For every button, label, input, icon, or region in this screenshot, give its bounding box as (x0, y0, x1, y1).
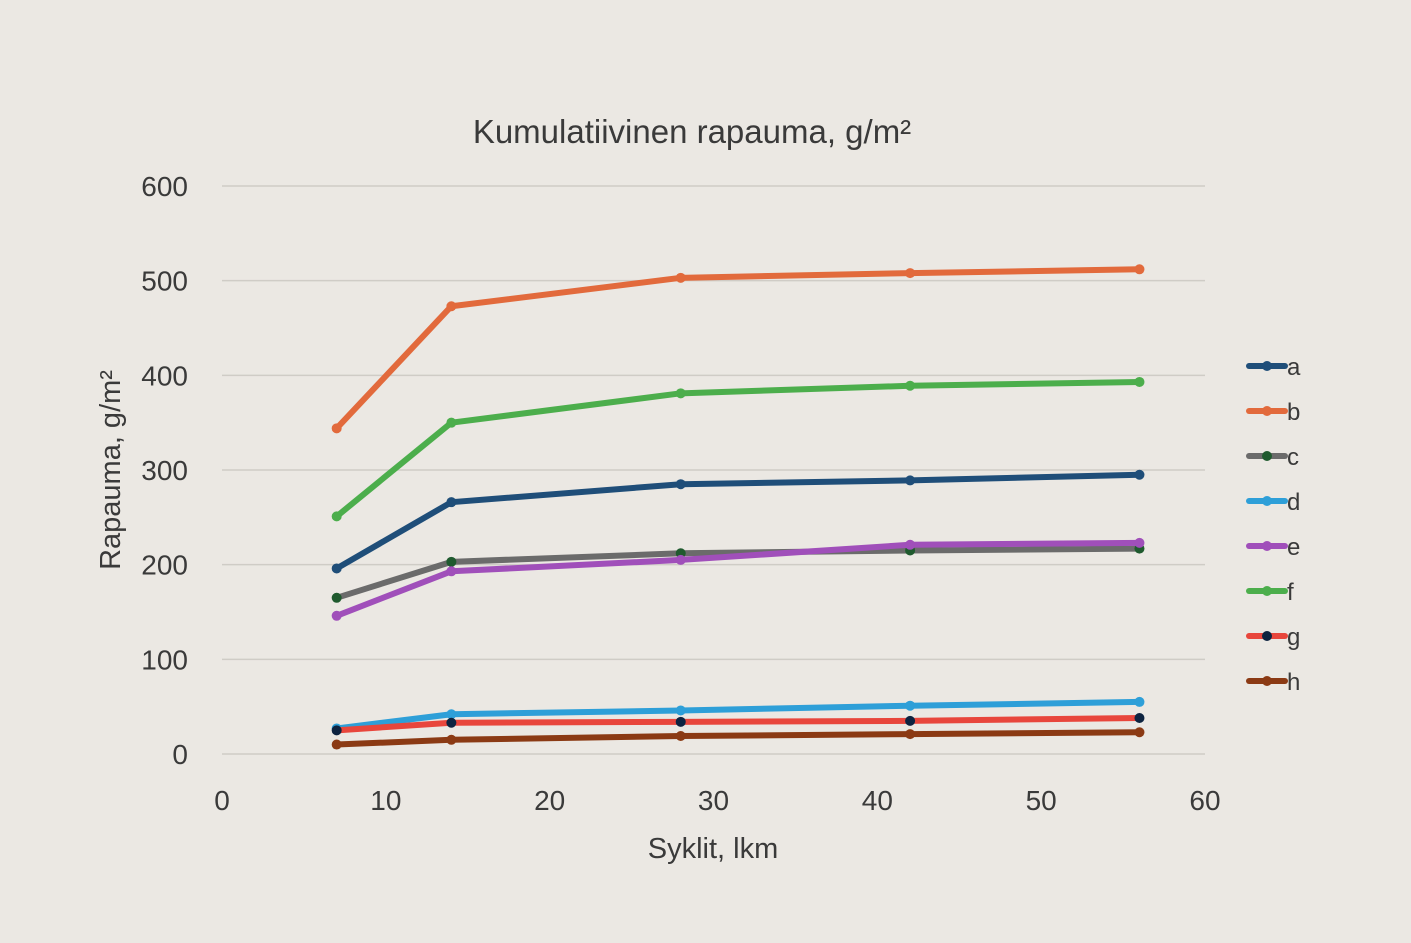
legend-marker (1262, 541, 1272, 551)
legend-label: d (1287, 489, 1300, 516)
y-tick-label: 0 (172, 739, 188, 770)
data-point-g (1134, 713, 1145, 724)
legend-label: e (1287, 534, 1300, 561)
data-point-h (331, 739, 342, 750)
legend-item-g: g (1246, 624, 1300, 651)
data-point-e (1134, 537, 1145, 548)
data-point-e (331, 610, 342, 621)
series-e (331, 537, 1145, 621)
data-point-g (905, 715, 916, 726)
data-point-b (446, 301, 457, 312)
data-point-e (446, 566, 457, 577)
data-point-e (675, 554, 686, 565)
legend-item-f: f (1246, 579, 1294, 606)
data-point-f (446, 417, 457, 428)
x-tick-label: 30 (698, 785, 729, 816)
series-f (331, 376, 1145, 522)
legend-marker (1262, 406, 1272, 416)
x-tick-label: 0 (214, 785, 230, 816)
legend-item-d: d (1246, 489, 1300, 516)
data-point-a (675, 479, 686, 490)
y-axis-label: Rapauma, g/m² (95, 370, 127, 570)
data-point-c (446, 556, 457, 567)
data-point-h (1134, 727, 1145, 738)
x-tick-label: 10 (370, 785, 401, 816)
data-point-a (1134, 469, 1145, 480)
series-d (331, 696, 1145, 734)
series-b (331, 264, 1145, 434)
series-line-h (333, 729, 1143, 748)
x-tick-label: 50 (1026, 785, 1057, 816)
legend-marker (1262, 361, 1272, 371)
x-axis-tick-labels: 0 10 20 30 40 50 60 (214, 785, 1220, 816)
data-point-h (905, 729, 916, 740)
legend-item-a: a (1246, 354, 1301, 381)
data-point-d (675, 705, 686, 716)
data-point-b (1134, 264, 1145, 275)
series-line-b (333, 266, 1143, 432)
legend-label: c (1287, 444, 1299, 471)
data-point-a (446, 497, 457, 508)
data-point-d (1134, 696, 1145, 707)
legend-marker (1262, 496, 1272, 506)
y-tick-label: 500 (141, 266, 188, 297)
legend-label: h (1287, 669, 1300, 696)
series-line-f (333, 378, 1143, 520)
data-point-g (446, 717, 457, 728)
data-point-g (675, 716, 686, 727)
data-point-a (331, 563, 342, 574)
data-point-f (1134, 376, 1145, 387)
legend-label: f (1287, 579, 1294, 606)
legend-marker (1262, 451, 1272, 461)
series-g (331, 713, 1145, 736)
y-tick-label: 600 (141, 171, 188, 202)
data-point-e (905, 539, 916, 550)
series-line-e (333, 539, 1143, 619)
legend-item-e: e (1246, 534, 1300, 561)
legend-label: b (1287, 399, 1300, 426)
x-tick-label: 20 (534, 785, 565, 816)
data-point-f (331, 511, 342, 522)
y-tick-label: 100 (141, 644, 188, 675)
legend-item-b: b (1246, 399, 1300, 426)
data-point-h (675, 731, 686, 742)
y-tick-label: 300 (141, 455, 188, 486)
data-point-g (331, 725, 342, 736)
data-point-d (905, 700, 916, 711)
data-point-f (675, 388, 686, 399)
data-point-b (905, 268, 916, 279)
x-axis-label: Syklit, lkm (648, 833, 779, 865)
legend-marker (1262, 586, 1272, 596)
data-point-c (331, 592, 342, 603)
chart-title: Kumulatiivinen rapauma, g/m² (473, 113, 911, 150)
legend-marker (1262, 676, 1272, 686)
legend-item-c: c (1246, 444, 1299, 471)
x-tick-label: 40 (862, 785, 893, 816)
legend-label: a (1287, 354, 1301, 381)
data-point-h (446, 734, 457, 745)
y-axis-tick-labels: 0 100 200 300 400 500 600 (141, 171, 188, 770)
data-point-d (446, 709, 457, 720)
y-tick-label: 400 (141, 360, 188, 391)
series-h (331, 727, 1145, 750)
series-line-g (333, 715, 1143, 734)
data-point-a (905, 475, 916, 486)
series-a (331, 469, 1145, 574)
data-point-b (675, 272, 686, 283)
y-tick-label: 200 (141, 550, 188, 581)
series-lines (331, 264, 1145, 750)
legend-item-h: h (1246, 669, 1300, 696)
legend-marker (1262, 631, 1272, 641)
x-tick-label: 60 (1189, 785, 1220, 816)
data-point-f (905, 380, 916, 391)
legend-label: g (1287, 624, 1300, 651)
data-point-b (331, 423, 342, 434)
